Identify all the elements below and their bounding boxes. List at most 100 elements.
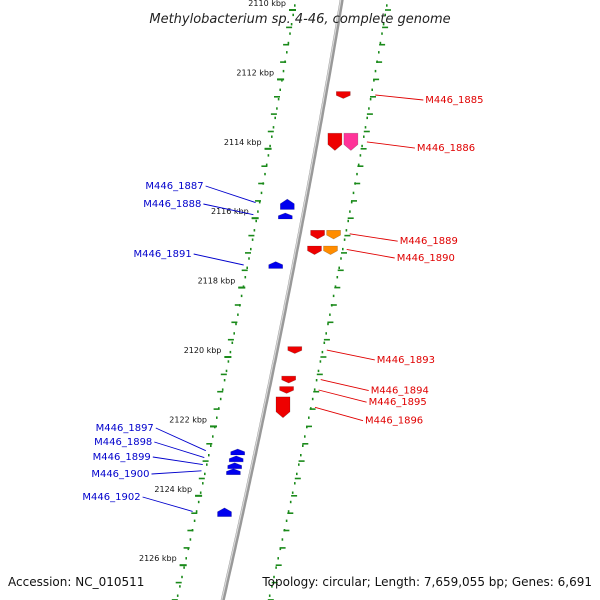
- right-track-dot: [347, 219, 349, 223]
- reverse-gene-label: M446_1899: [93, 452, 151, 463]
- forward-gene-10: [275, 396, 291, 419]
- right-track-dot: [342, 247, 344, 251]
- left-track-dot: [219, 397, 222, 401]
- left-track-dot: [246, 266, 248, 269]
- left-track-dot: [210, 444, 212, 447]
- reverse-gene-label: M446_1891: [134, 249, 192, 260]
- right-track-dot: [325, 332, 327, 335]
- right-track-dot: [323, 341, 326, 344]
- left-track-dot: [277, 98, 280, 101]
- right-track-dot: [384, 13, 386, 17]
- right-track-dot: [319, 360, 322, 363]
- reverse-gene-5: [227, 462, 242, 470]
- left-track-dot: [176, 594, 179, 597]
- left-track-dot: [271, 135, 273, 138]
- right-track-dot: [273, 575, 275, 579]
- right-track-dot: [363, 135, 365, 138]
- right-track-dot: [379, 41, 382, 45]
- right-track-dot: [332, 294, 335, 298]
- right-track-dot: [386, 4, 388, 7]
- tick-label: 2116 kbp: [211, 207, 249, 216]
- right-track-dot: [340, 257, 342, 260]
- right-track-dot: [350, 201, 353, 204]
- left-track-dot: [272, 126, 275, 129]
- left-track-dot: [183, 566, 185, 569]
- left-track-dot: [276, 107, 278, 110]
- tick-label: 2114 kbp: [224, 138, 262, 147]
- right-track-dot: [296, 472, 298, 476]
- backbone-highlight: [221, 0, 342, 600]
- forward-gene-label: M446_1889: [400, 236, 458, 247]
- left-track-dot: [221, 388, 224, 391]
- genome-summary-text: Topology: circular; Length: 7,659,055 bp…: [261, 575, 592, 589]
- left-track-dot: [294, 4, 296, 7]
- right-track-dot: [345, 229, 348, 232]
- right-track-dot: [373, 79, 375, 82]
- forward-label-leader: [375, 94, 424, 101]
- reverse-label-leader: [155, 427, 206, 452]
- left-track-dot: [257, 210, 259, 213]
- tick-label: 2110 kbp: [248, 0, 286, 8]
- forward-label-leader: [366, 141, 415, 149]
- reverse-label-leader: [151, 470, 202, 475]
- right-track-dot: [311, 397, 314, 401]
- accession-text: Accession: NC_010511: [8, 575, 144, 589]
- forward-gene-8: [281, 375, 297, 384]
- forward-gene-0: [335, 91, 351, 99]
- right-track-dot: [277, 557, 279, 560]
- right-track-dot: [289, 500, 292, 504]
- right-track-dot: [356, 172, 358, 176]
- forward-gene-label: M446_1896: [365, 416, 423, 427]
- left-track-dot: [229, 350, 232, 354]
- left-track-dot: [233, 332, 235, 335]
- right-track-dot: [281, 538, 284, 541]
- forward-gene-5: [307, 245, 322, 255]
- left-track-dot: [240, 294, 243, 298]
- right-track-dot: [361, 144, 363, 148]
- right-track-dot: [327, 322, 329, 326]
- left-track-dot: [231, 341, 234, 344]
- reverse-label-leader: [205, 185, 256, 204]
- reverse-gene-label: M446_1887: [145, 181, 203, 192]
- right-track-dot: [287, 510, 290, 513]
- left-track-dot: [269, 144, 271, 148]
- left-track-dot: [287, 41, 290, 45]
- right-track-dot: [334, 285, 337, 288]
- right-track-dot: [315, 379, 318, 382]
- right-track-dot: [279, 547, 282, 551]
- right-track-dot: [313, 388, 316, 391]
- right-track-dot: [352, 191, 355, 195]
- left-track-dot: [290, 23, 293, 26]
- right-track-dot: [300, 454, 302, 457]
- reverse-gene-label: M446_1897: [96, 423, 154, 434]
- forward-gene-6: [323, 245, 338, 255]
- reverse-label-leader: [193, 253, 244, 266]
- reverse-gene-label: M446_1900: [91, 469, 149, 480]
- tick-label: 2120 kbp: [184, 346, 222, 355]
- left-track-dot: [244, 276, 247, 279]
- left-track-dot: [292, 13, 294, 17]
- reverse-gene-1: [277, 212, 293, 220]
- forward-label-leader: [314, 406, 364, 422]
- forward-label-leader: [349, 233, 398, 242]
- forward-label-leader: [320, 379, 369, 392]
- left-track-dot: [195, 510, 198, 513]
- left-track-dot: [248, 257, 250, 260]
- ticks-layer: 2110 kbp 2112 kbp 2114 kbp 2116 kbp 2118 kbp…: [139, 0, 296, 567]
- tick-label: 2124 kbp: [154, 485, 192, 494]
- left-track-dot: [208, 454, 210, 457]
- left-track-dot: [289, 32, 291, 35]
- left-track-dot: [206, 463, 208, 466]
- forward-gene-7: [287, 346, 303, 354]
- left-track-dot: [258, 201, 261, 204]
- right-track-dot: [271, 585, 273, 588]
- forward-gene-label: M446_1886: [417, 143, 475, 154]
- right-track-dot: [268, 594, 271, 597]
- left-track-dot: [193, 519, 196, 522]
- right-track-dot: [294, 482, 296, 485]
- left-track-dot: [189, 538, 192, 541]
- tick-label: 2126 kbp: [139, 554, 177, 563]
- right-track-dot: [366, 116, 368, 120]
- forward-gene-label: M446_1890: [397, 253, 455, 264]
